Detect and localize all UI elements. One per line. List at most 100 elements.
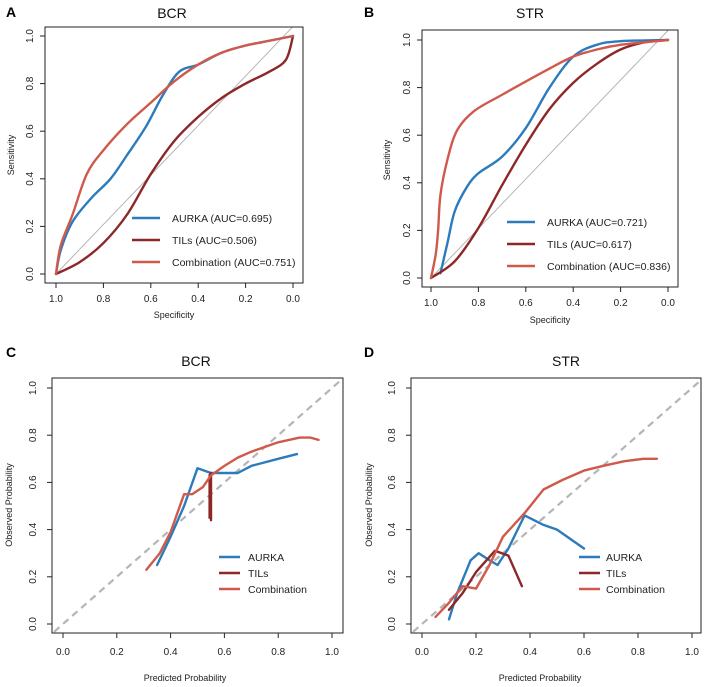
y-tick-label: 0.4 <box>402 175 413 189</box>
x-tick-label: 1.0 <box>685 647 699 658</box>
x-tick-label: 1.0 <box>325 647 339 658</box>
x-tick-label: 0.8 <box>96 294 110 305</box>
legend-label-tils: TILs (AUC=0.506) <box>172 235 257 247</box>
legend-label-tils: TILs <box>606 568 626 580</box>
chart-title: BCR <box>157 5 187 21</box>
legend-label-aurka: AURKA (AUC=0.695) <box>172 213 272 225</box>
x-tick-label: 0.4 <box>523 647 537 658</box>
y-tick-label: 0.4 <box>25 171 36 185</box>
plot-frame <box>421 29 679 288</box>
y-tick-label: 0.6 <box>25 124 36 138</box>
x-tick-label: 0.2 <box>239 294 253 305</box>
panel-letter: D <box>364 344 374 360</box>
reference-diagonal <box>430 30 669 279</box>
y-tick-label: 1.0 <box>25 29 36 43</box>
legend-label-tils: TILs <box>248 568 268 580</box>
reference-diagonal <box>411 378 701 633</box>
x-tick-label: 0.0 <box>56 647 70 658</box>
x-tick-label: 0.2 <box>110 647 124 658</box>
panel-b: B STR AURKA (AUC=0.721) TILs (AUC=0.617) Com… <box>364 4 679 325</box>
x-tick-label: 0.2 <box>469 647 483 658</box>
chart-title: STR <box>552 353 580 369</box>
plot-frame <box>410 377 702 634</box>
x-tick-label: 0.6 <box>519 298 533 309</box>
x-tick-label: 1.0 <box>424 298 438 309</box>
legend-label-aurka: AURKA (AUC=0.721) <box>547 217 647 229</box>
plot-frame <box>44 26 304 284</box>
y-tick-label: 0.8 <box>25 76 36 90</box>
panel-d: D STR AURKA TILs Combination 0.0 0.2 0.4 0.6 0.8 1… <box>364 344 702 683</box>
y-tick-label: 0.2 <box>387 569 398 583</box>
series-tils-line <box>54 34 295 276</box>
x-tick-label: 0.6 <box>577 647 591 658</box>
legend-label-combination: Combination <box>248 584 307 596</box>
y-tick-label: 1.0 <box>402 33 413 47</box>
legend-label-combination: Combination (AUC=0.751) <box>172 257 295 269</box>
y-tick-label: 1.0 <box>387 381 398 395</box>
x-axis-label: Specificity <box>530 315 571 325</box>
x-tick-label: 0.4 <box>164 647 178 658</box>
reference-diagonal <box>55 27 294 275</box>
x-tick-label: 0.8 <box>631 647 645 658</box>
legend-label-tils: TILs (AUC=0.617) <box>547 239 632 251</box>
panel-a: A BCR AURKA (AUC=0.695) TILs (AUC=0.506) Com… <box>6 4 304 320</box>
legend-label-aurka: AURKA <box>248 552 284 564</box>
panel-c: C BCR AURKA TILs Combination 0.0 0.2 0.4 0.6 0.8 1… <box>4 344 344 683</box>
y-tick-label: 1.0 <box>28 381 39 395</box>
series-combination-line <box>429 38 670 280</box>
y-axis-label: Observed Probability <box>4 463 14 547</box>
x-tick-label: 0.6 <box>217 647 231 658</box>
x-axis-label: Predicted Probability <box>144 673 227 683</box>
y-tick-label: 0.0 <box>25 267 36 281</box>
y-tick-label: 0.4 <box>28 522 39 536</box>
x-tick-label: 0.0 <box>661 298 675 309</box>
y-tick-label: 0.6 <box>28 475 39 489</box>
series-combination-line <box>145 436 320 571</box>
x-tick-label: 0.2 <box>614 298 628 309</box>
y-tick-label: 0.8 <box>402 80 413 94</box>
y-tick-label: 0.4 <box>387 522 398 536</box>
x-tick-label: 0.8 <box>271 647 285 658</box>
series-tils-line <box>429 38 670 280</box>
y-tick-label: 0.8 <box>28 428 39 442</box>
x-tick-label: 1.0 <box>49 294 63 305</box>
y-axis-label: Sensitivity <box>382 139 392 180</box>
y-tick-label: 0.2 <box>28 569 39 583</box>
y-tick-label: 0.6 <box>387 475 398 489</box>
series-combination-line <box>54 34 295 276</box>
series-tils-line <box>447 549 524 611</box>
panel-letter: C <box>6 344 16 360</box>
x-axis-label: Specificity <box>154 310 195 320</box>
reference-diagonal <box>52 378 343 633</box>
x-tick-label: 0.0 <box>415 647 429 658</box>
y-axis-label: Observed Probability <box>364 463 374 547</box>
x-tick-label: 0.6 <box>144 294 158 305</box>
y-tick-label: 0.6 <box>402 128 413 142</box>
x-tick-label: 0.8 <box>471 298 485 309</box>
y-axis-label: Sensitivity <box>6 134 16 175</box>
legend-label-combination: Combination (AUC=0.836) <box>547 261 670 273</box>
chart-title: BCR <box>181 353 211 369</box>
panel-letter: A <box>6 4 16 20</box>
y-tick-label: 0.0 <box>28 617 39 631</box>
series-tils-line <box>208 471 213 522</box>
panel-letter: B <box>364 4 374 20</box>
x-tick-label: 0.0 <box>286 294 300 305</box>
legend-label-aurka: AURKA <box>606 552 642 564</box>
y-tick-label: 0.8 <box>387 428 398 442</box>
chart-title: STR <box>516 5 544 21</box>
y-tick-label: 0.2 <box>25 219 36 233</box>
x-axis-label: Predicted Probability <box>499 673 582 683</box>
y-tick-label: 0.0 <box>387 617 398 631</box>
plot-frame <box>51 377 344 634</box>
series-combination-line <box>434 457 659 619</box>
x-tick-label: 0.4 <box>566 298 580 309</box>
series-aurka-line <box>155 452 299 567</box>
series-aurka-line <box>447 514 586 621</box>
x-tick-label: 0.4 <box>191 294 205 305</box>
legend-label-combination: Combination <box>606 584 665 596</box>
y-tick-label: 0.0 <box>402 271 413 285</box>
y-tick-label: 0.2 <box>402 223 413 237</box>
series-aurka-line <box>439 38 670 275</box>
